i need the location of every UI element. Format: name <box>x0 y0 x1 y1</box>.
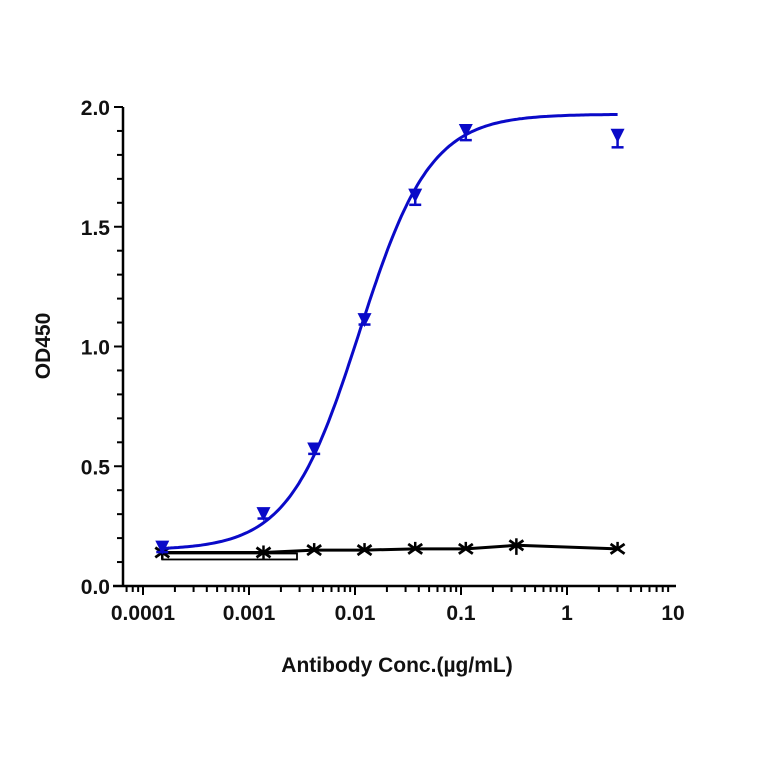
x-axis-title: Antibody Conc.(µg/mL) <box>281 654 512 677</box>
y-axis: 0.0 0.5 1.0 1.5 2.0 <box>81 97 125 599</box>
triangle-down-marker <box>357 313 372 328</box>
asterisk-marker <box>609 541 626 555</box>
asterisk-marker <box>508 538 525 552</box>
triangle-down-marker <box>610 128 625 143</box>
triangle-down-marker <box>256 507 271 522</box>
x-tick-label: 0.01 <box>335 602 376 625</box>
asterisk-marker <box>407 541 424 555</box>
x-tick-label: 0.001 <box>223 602 276 625</box>
triangle-down-marker <box>458 123 473 138</box>
triangle-down-marker <box>307 442 322 457</box>
x-tick-label: 0.1 <box>446 602 476 625</box>
x-tick-label: 10 <box>661 602 684 625</box>
y-tick-label: 1.0 <box>81 337 110 360</box>
x-axis: 0.0001 0.001 0.01 0.1 1 10 <box>111 584 685 625</box>
asterisk-marker <box>356 543 373 557</box>
y-axis-title: OD450 <box>32 313 55 380</box>
control-error-outline <box>161 552 298 561</box>
fit-curve <box>162 113 618 550</box>
asterisk-marker <box>306 543 322 557</box>
triangle-down-marker <box>408 188 423 203</box>
control-line <box>162 543 618 554</box>
y-tick-label: 1.5 <box>81 217 111 240</box>
x-tick-label: 1 <box>561 602 573 625</box>
y-tick-label: 0.5 <box>81 456 111 479</box>
asterisk-marker <box>255 545 272 559</box>
plot-area <box>154 113 626 561</box>
y-tick-label: 2.0 <box>81 97 110 120</box>
x-tick-label: 0.0001 <box>111 602 176 625</box>
asterisk-marker <box>458 541 474 555</box>
y-tick-label: 0.0 <box>81 576 110 599</box>
triangle-down-marker <box>155 540 170 555</box>
